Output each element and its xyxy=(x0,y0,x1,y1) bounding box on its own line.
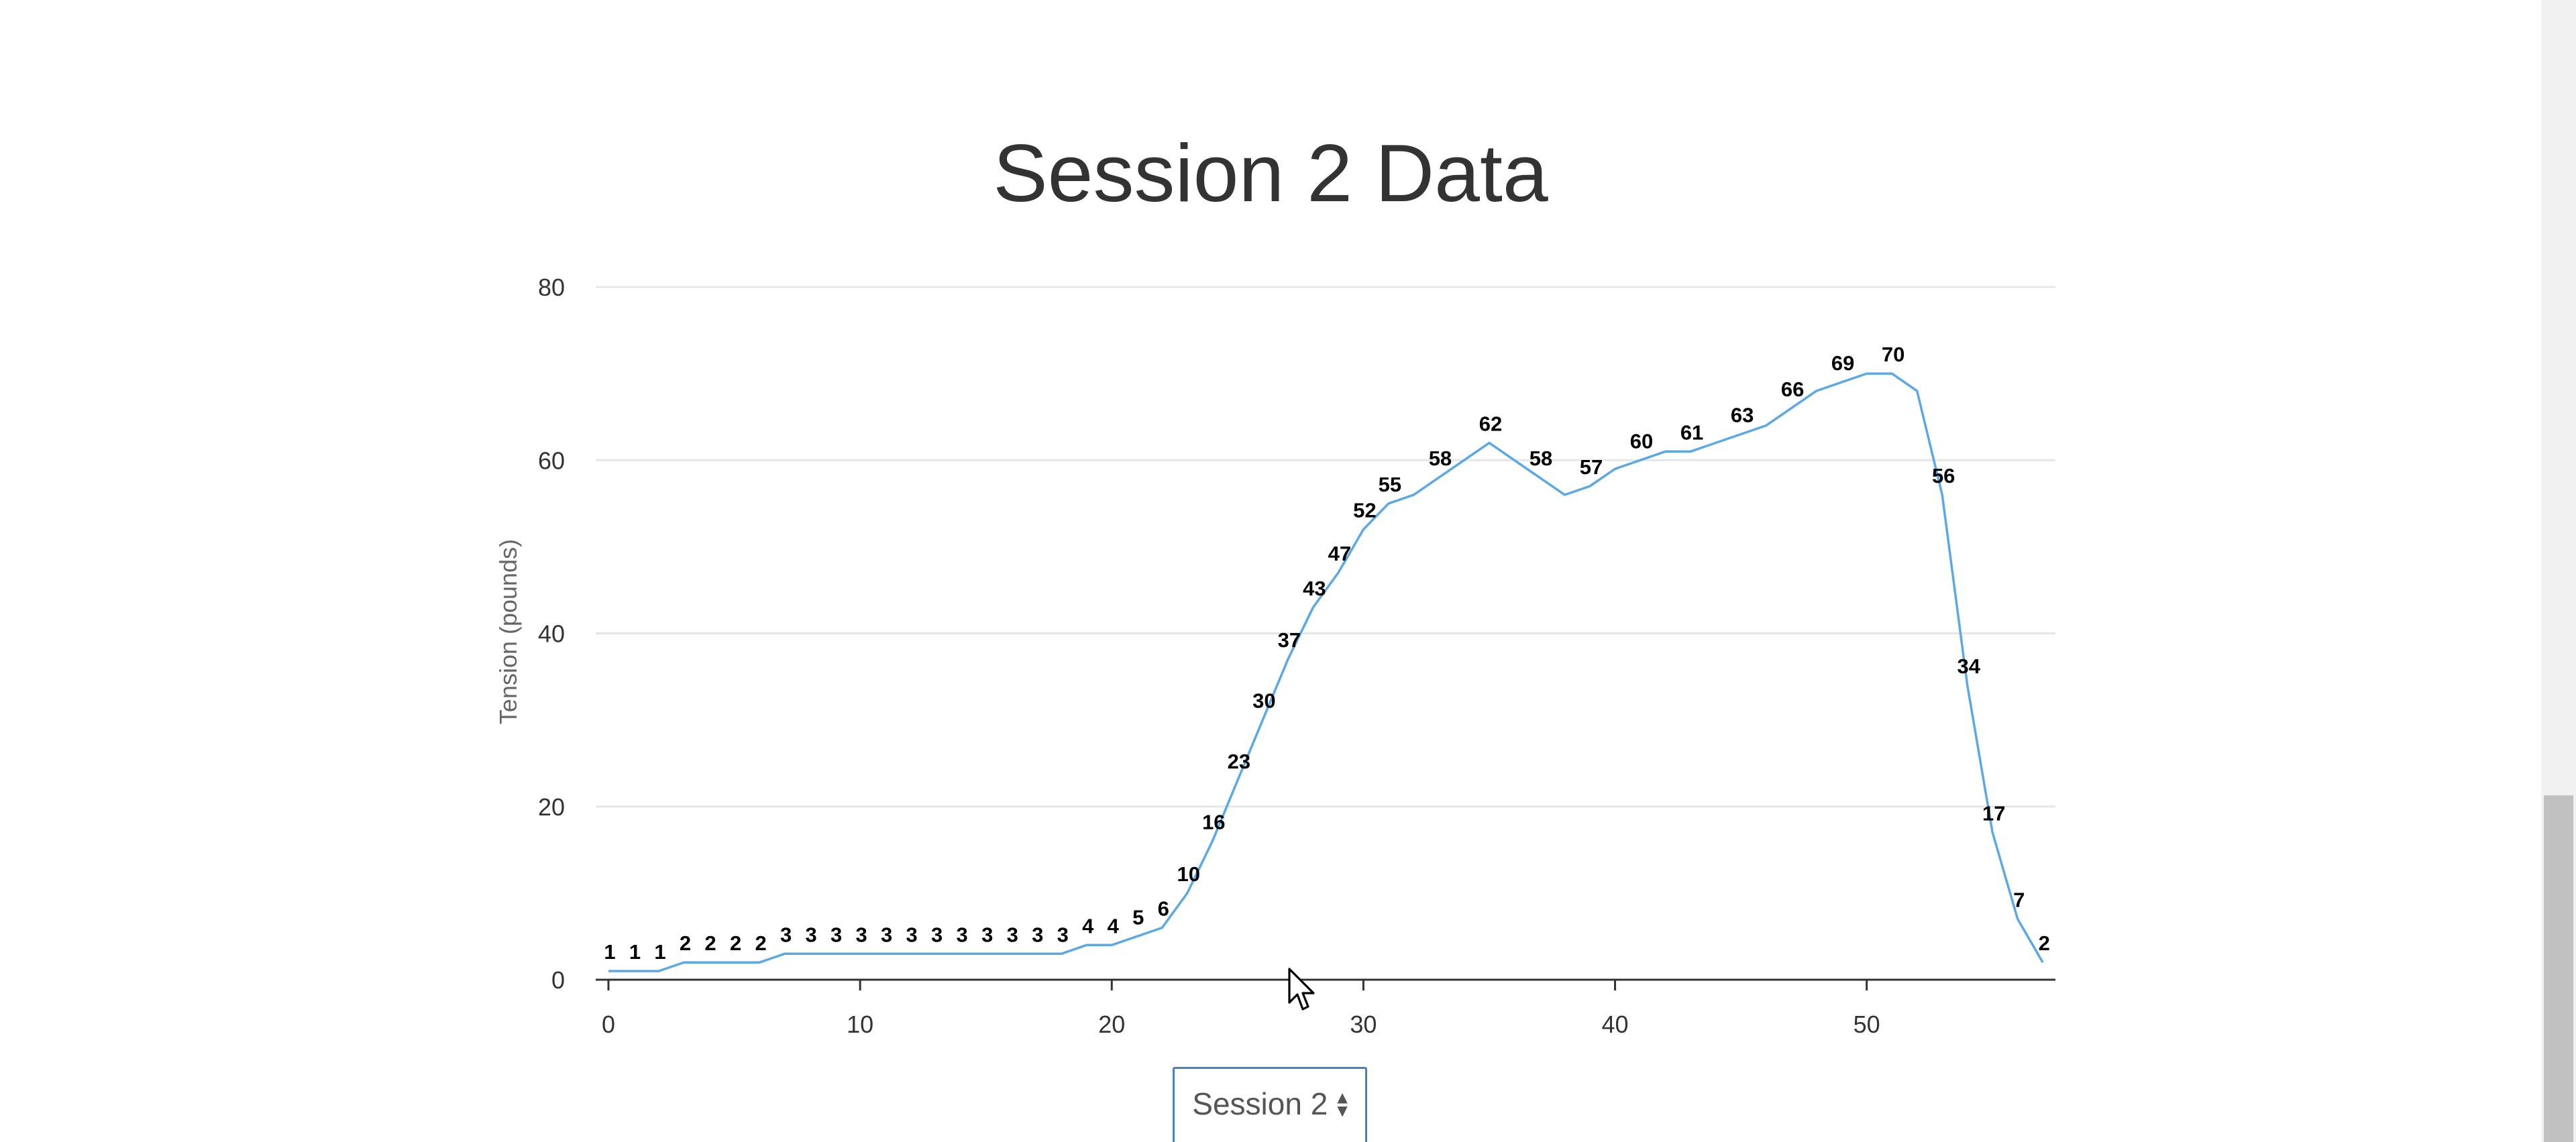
data-label: 61 xyxy=(1680,420,1703,444)
x-tick-label: 10 xyxy=(847,1011,873,1038)
x-tick-label: 30 xyxy=(1350,1011,1377,1038)
data-label: 17 xyxy=(1982,801,2005,825)
data-label: 3 xyxy=(1007,923,1018,946)
y-tick-label: 0 xyxy=(551,966,565,994)
data-label: 58 xyxy=(1429,447,1452,470)
scrollbar-thumb[interactable] xyxy=(2544,795,2573,1142)
data-label: 3 xyxy=(856,923,867,946)
data-label: 63 xyxy=(1731,404,1754,427)
chevron-up-icon: ▲ xyxy=(1337,1089,1348,1105)
data-label: 3 xyxy=(931,923,943,946)
data-label: 3 xyxy=(881,923,892,946)
data-label: 2 xyxy=(730,931,741,955)
data-label: 3 xyxy=(1032,923,1043,946)
grid-lines xyxy=(596,286,2055,808)
data-label: 7 xyxy=(2013,889,2025,912)
data-label: 47 xyxy=(1328,542,1351,565)
chevron-down-icon: ▼ xyxy=(1337,1102,1348,1119)
data-label: 4 xyxy=(1082,914,1094,937)
data-label: 70 xyxy=(1882,343,1904,366)
data-label: 52 xyxy=(1353,499,1376,522)
data-label: 56 xyxy=(1932,464,1955,488)
x-tick-label: 50 xyxy=(1854,1011,1880,1038)
session-select[interactable]: Session 2 ▲ ▼ xyxy=(1173,1067,1367,1142)
data-label: 1 xyxy=(629,940,641,964)
data-label: 3 xyxy=(830,923,842,946)
data-label: 10 xyxy=(1177,862,1200,886)
data-label: 2 xyxy=(680,931,691,955)
data-label: 1 xyxy=(654,940,665,964)
series-layer xyxy=(608,372,2044,972)
select-arrows-icon: ▲ ▼ xyxy=(1337,1090,1347,1117)
data-label: 2 xyxy=(704,931,716,955)
data-label: 69 xyxy=(1831,351,1854,375)
x-tick-label: 40 xyxy=(1601,1011,1628,1038)
data-label: 3 xyxy=(805,923,816,946)
mouse-pointer-icon xyxy=(1288,968,1315,1011)
x-tick-label: 20 xyxy=(1098,1011,1125,1038)
y-tick-label: 40 xyxy=(538,620,565,648)
data-label: 3 xyxy=(1057,923,1069,946)
series-line xyxy=(608,372,2044,972)
data-label: 23 xyxy=(1228,750,1250,773)
data-label: 3 xyxy=(906,923,918,946)
data-label: 3 xyxy=(780,923,792,946)
data-label: 66 xyxy=(1781,378,1804,401)
data-label: 58 xyxy=(1529,447,1552,470)
axes: 0 20 40 60 80 0 10 20 30 40 50 xyxy=(538,274,2055,1038)
data-label: 43 xyxy=(1303,577,1326,600)
data-label: 5 xyxy=(1132,905,1144,929)
data-labels: 1 1 1 2 2 2 2 3 3 3 3 3 3 3 3 3 3 3 3 4 4 5 610162330374347525… xyxy=(604,343,2049,964)
y-axis-label: Tension (pounds) xyxy=(494,539,522,724)
y-tick-label: 20 xyxy=(538,793,565,821)
session-select-value: Session 2 xyxy=(1192,1086,1328,1121)
y-tick-label: 60 xyxy=(538,447,565,474)
x-tick-label: 0 xyxy=(602,1011,615,1038)
data-label: 34 xyxy=(1957,654,1980,678)
data-label: 37 xyxy=(1278,628,1301,652)
data-label: 16 xyxy=(1202,810,1225,834)
data-label: 6 xyxy=(1158,897,1169,921)
y-tick-label: 80 xyxy=(538,274,565,301)
data-label: 3 xyxy=(981,923,993,946)
data-label: 3 xyxy=(957,923,968,946)
data-label: 2 xyxy=(2039,931,2050,955)
data-label: 2 xyxy=(755,931,766,955)
data-label: 60 xyxy=(1630,429,1653,453)
data-label: 30 xyxy=(1252,689,1275,713)
data-label: 4 xyxy=(1108,914,1120,937)
chart-title: Session 2 Data xyxy=(993,127,1548,219)
data-label: 55 xyxy=(1379,473,1401,496)
data-label: 57 xyxy=(1580,455,1603,479)
data-label: 62 xyxy=(1479,412,1502,435)
data-label: 1 xyxy=(604,940,615,964)
